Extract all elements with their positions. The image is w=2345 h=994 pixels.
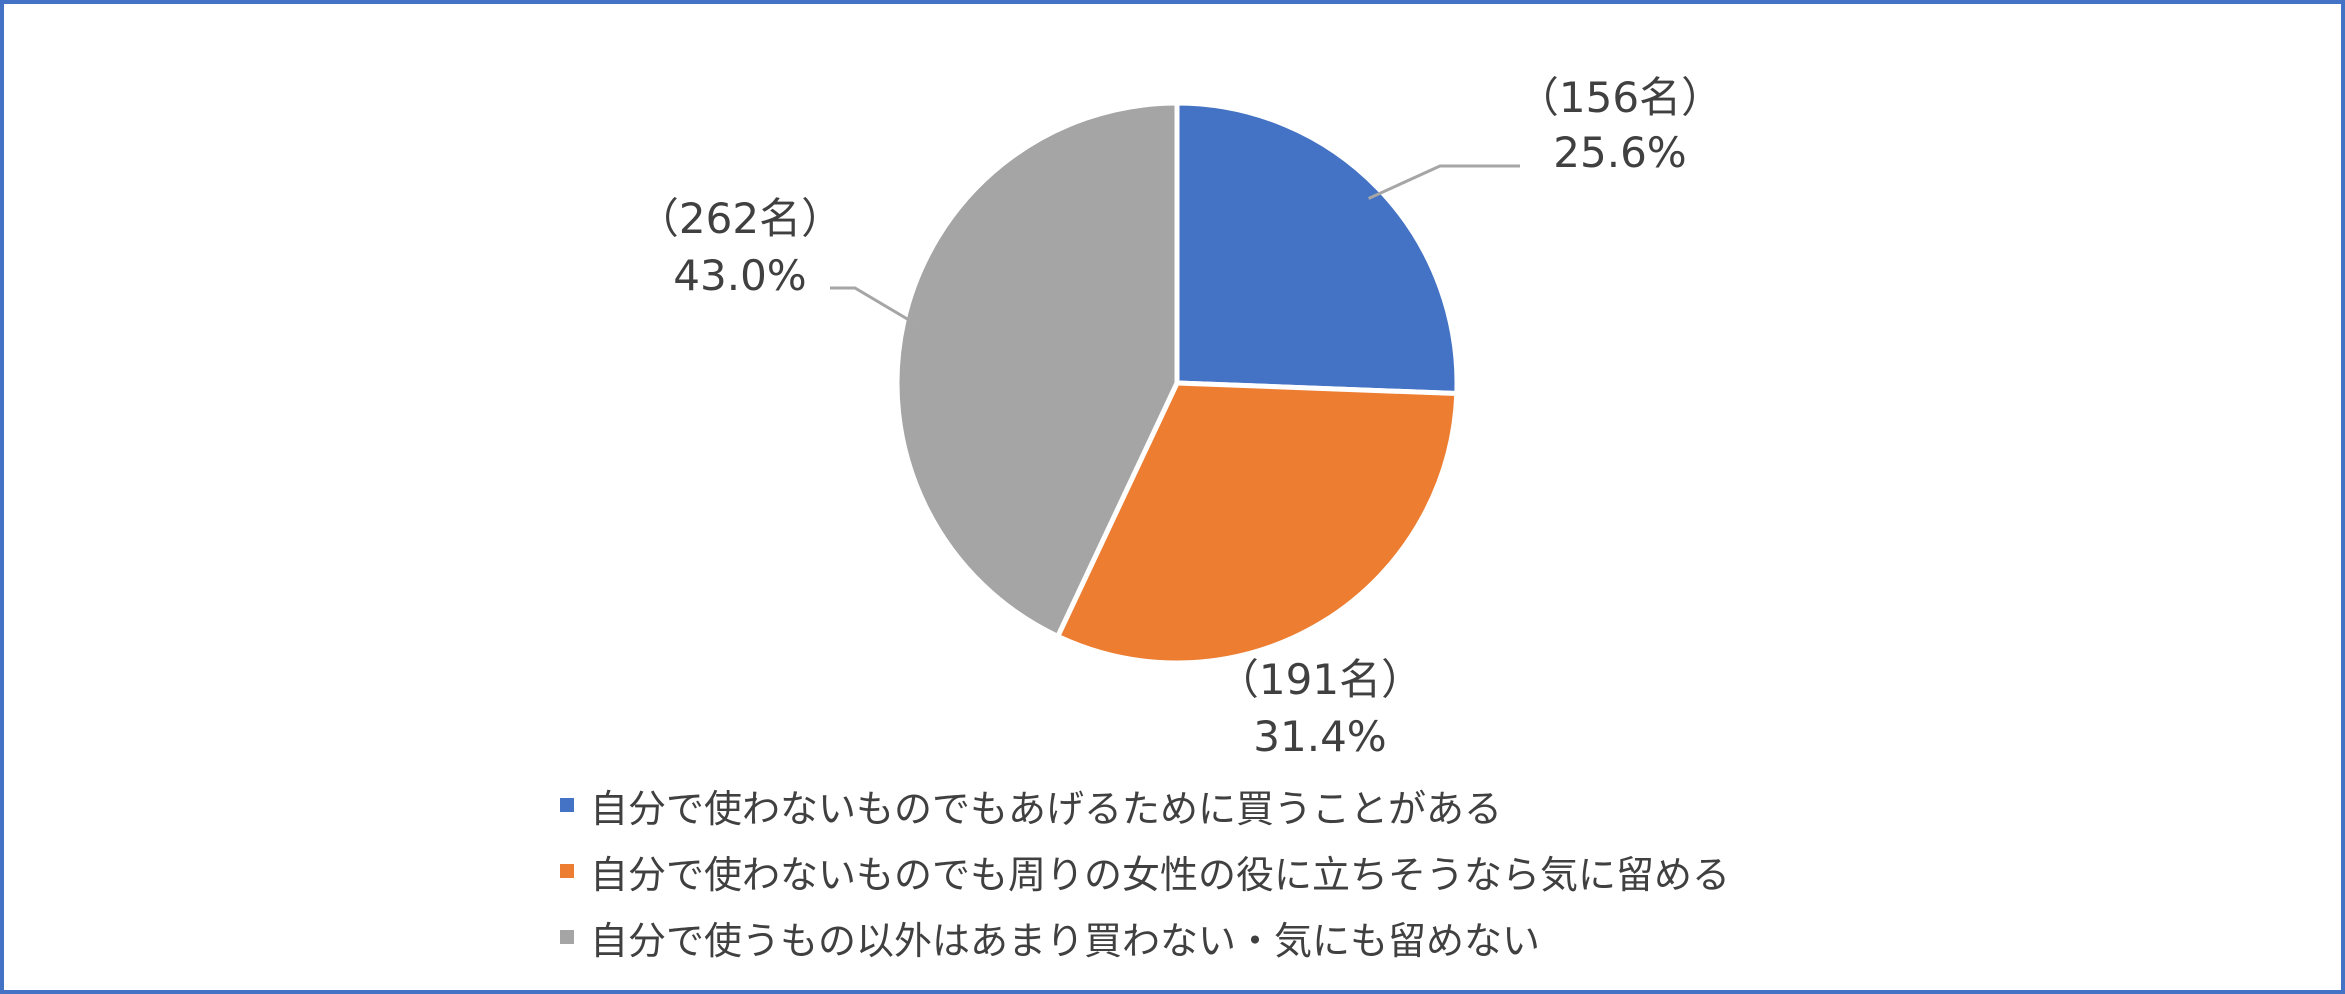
data-label-1-count: （191名） bbox=[1217, 655, 1423, 704]
data-label-0-percent: 25.6% bbox=[1553, 128, 1686, 177]
legend-swatch-1 bbox=[560, 864, 574, 878]
data-label-2: （262名） 43.0% bbox=[637, 194, 843, 300]
chart-legend: 自分で使わないものでもあげるために買うことがある 自分で使わないものでも周りの女… bbox=[560, 772, 2060, 970]
legend-item-1: 自分で使わないものでも周りの女性の役に立ちそうなら気に留める bbox=[560, 838, 2060, 904]
data-label-2-count: （262名） bbox=[637, 194, 843, 243]
legend-swatch-2 bbox=[560, 930, 574, 944]
pie-slice-1 bbox=[1055, 380, 1460, 666]
data-label-1: （191名） 31.4% bbox=[1217, 655, 1423, 761]
legend-label-0: 自分で使わないものでもあげるために買うことがある bbox=[590, 786, 1503, 831]
data-label-1-percent: 31.4% bbox=[1253, 712, 1386, 761]
pie-slice-0 bbox=[1174, 100, 1460, 397]
data-label-0-count: （156名） bbox=[1517, 73, 1723, 122]
leader-lines-layer bbox=[830, 164, 1520, 327]
legend-label-2: 自分で使うもの以外はあまり買わない・気にも留めない bbox=[590, 918, 1541, 963]
pie-slice-2 bbox=[894, 100, 1180, 639]
legend-item-2: 自分で使うもの以外はあまり買わない・気にも留めない bbox=[560, 904, 2060, 970]
leader-line-2 bbox=[830, 286, 919, 327]
data-label-2-percent: 43.0% bbox=[673, 251, 806, 300]
legend-label-1: 自分で使わないものでも周りの女性の役に立ちそうなら気に留める bbox=[590, 852, 1731, 897]
data-label-0: （156名） 25.6% bbox=[1517, 73, 1723, 177]
slices-layer bbox=[894, 100, 1460, 666]
leader-line-0 bbox=[1367, 164, 1520, 200]
legend-item-0: 自分で使わないものでもあげるために買うことがある bbox=[560, 772, 2060, 838]
legend-swatch-0 bbox=[560, 798, 574, 812]
